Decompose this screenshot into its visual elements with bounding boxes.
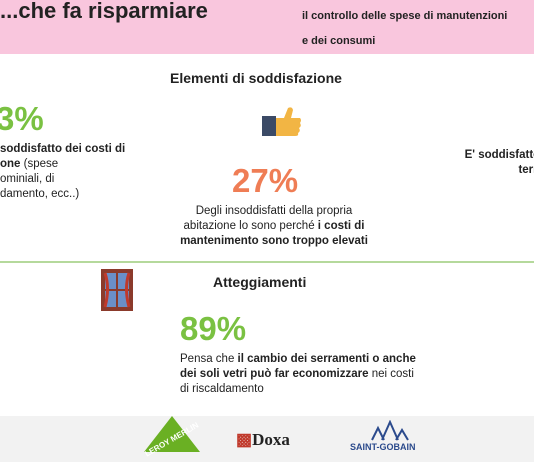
- percent: 3%: [0, 100, 44, 137]
- text: soddisfatto dei costi di: [0, 143, 126, 155]
- text: one: [0, 158, 21, 170]
- text: Pensa che: [180, 353, 238, 365]
- text-block: Pensa che il cambio dei serramenti o anc…: [180, 352, 420, 397]
- text: (spese: [20, 158, 59, 170]
- text: damento, ecc..): [0, 188, 80, 200]
- text-block: soddisfatto dei costi di one (spese omin…: [0, 142, 140, 202]
- logo-doxa: ▩Doxa: [236, 430, 290, 449]
- text: termico: [518, 164, 534, 176]
- logo-saint-gobain: SAINT-GOBAIN: [350, 442, 416, 452]
- text-block: Degli insoddisfatti della propria abitaz…: [176, 204, 372, 249]
- section-heading: Elementi di soddisfazione: [170, 70, 342, 86]
- text: i costi di mantenimento sono troppo elev…: [180, 220, 368, 247]
- footer-band: [0, 416, 534, 462]
- text: il cambio dei serramenti o anche dei sol…: [180, 353, 416, 380]
- text: ominiali, di: [0, 173, 55, 185]
- percent: 27%: [232, 162, 299, 199]
- header-band: [0, 0, 534, 54]
- section-heading: Atteggiamenti: [213, 274, 307, 290]
- divider: [0, 261, 534, 263]
- logo-mark: [371, 420, 409, 441]
- window-icon: [101, 269, 133, 311]
- percent: 89%: [180, 310, 247, 347]
- title: ...che fa risparmiare: [0, 0, 208, 23]
- text-block: E' soddisfatto del termico ri: [430, 148, 534, 193]
- header-note: e dei consumi: [302, 35, 376, 47]
- text: nei costi di riscaldamento: [180, 368, 414, 395]
- logo-text: Doxa: [252, 430, 290, 449]
- text: Degli insoddisfatti della propria abitaz…: [183, 205, 353, 232]
- text: E' soddisfatto del: [464, 149, 534, 161]
- header-note: il controllo delle spese di manutenzioni: [302, 10, 508, 22]
- logo-leroy: LEROY MERLIN: [143, 416, 200, 458]
- thumbs-icon: [262, 107, 301, 136]
